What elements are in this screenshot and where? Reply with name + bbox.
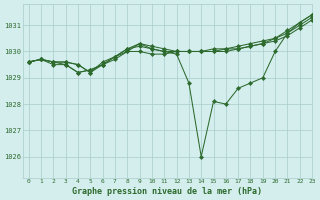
X-axis label: Graphe pression niveau de la mer (hPa): Graphe pression niveau de la mer (hPa) xyxy=(72,187,262,196)
